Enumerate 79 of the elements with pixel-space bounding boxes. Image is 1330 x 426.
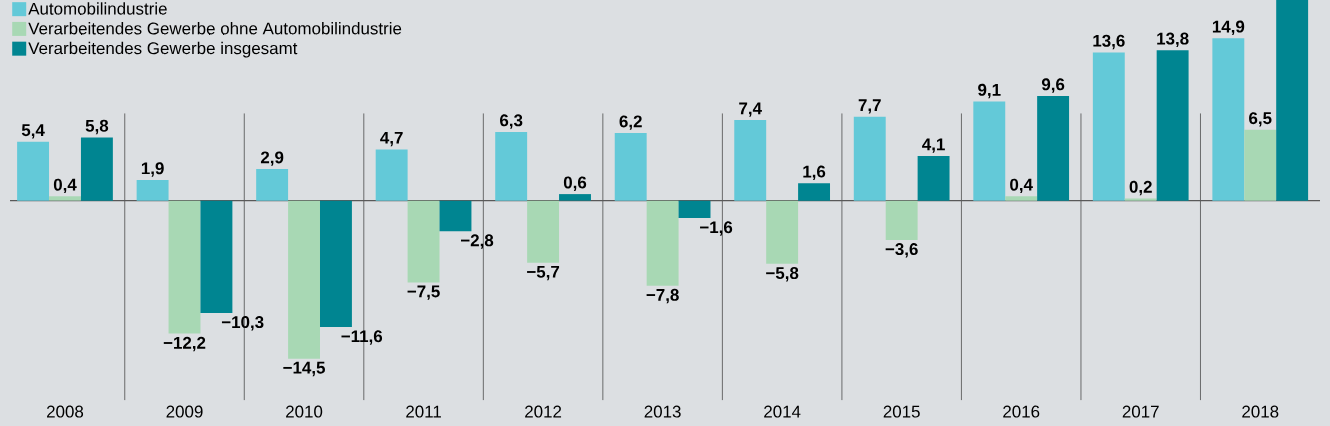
data-label: 5,8 [85, 119, 109, 135]
bar [168, 200, 201, 334]
bar [288, 200, 320, 359]
bar [375, 149, 408, 201]
data-label: 4,1 [922, 138, 945, 153]
x-tick-label: 2014 [764, 405, 801, 418]
data-label: 0,4 [53, 178, 77, 194]
legend-label: Automobilindustrie [28, 2, 167, 15]
data-label: 0,2 [1129, 180, 1152, 196]
bar [495, 131, 528, 201]
bar [646, 200, 679, 286]
data-label: 14,9 [1212, 20, 1245, 35]
bar [678, 200, 711, 219]
bar [1124, 198, 1157, 201]
data-label: 7,4 [739, 102, 762, 117]
bar [527, 200, 560, 263]
x-tick-label: 2010 [286, 405, 323, 418]
bar [766, 200, 799, 264]
data-label: −5,7 [527, 265, 560, 281]
bar [1005, 196, 1038, 201]
bar [1037, 95, 1070, 201]
data-label: 0,6 [563, 176, 587, 191]
bar [1276, 0, 1309, 201]
data-label: −11,6 [341, 330, 383, 345]
data-label: −3,6 [885, 243, 918, 258]
x-tick-label: 2015 [883, 405, 920, 418]
bar [136, 179, 169, 201]
bar [734, 119, 767, 201]
legend-label: Verarbeitendes Gewerbe insgesamt [28, 41, 298, 58]
bar [200, 200, 233, 313]
bar [973, 101, 1006, 201]
data-label: 5,4 [21, 124, 45, 139]
data-label: 6,5 [1249, 112, 1272, 127]
data-label: 4,7 [380, 131, 403, 147]
bar [256, 168, 289, 201]
bar [853, 116, 886, 201]
bar [80, 137, 113, 201]
data-label: 13,8 [1157, 32, 1189, 47]
data-label: −1,6 [700, 221, 733, 236]
x-tick-label: 2008 [47, 405, 84, 418]
data-label: −5,8 [766, 267, 799, 282]
data-label: 1,9 [141, 162, 164, 177]
bar [320, 200, 352, 328]
data-label: −14,5 [283, 361, 325, 377]
bar [559, 194, 591, 201]
bar [885, 200, 918, 240]
x-tick-label: 2016 [1003, 405, 1040, 418]
x-tick-label: 2018 [1242, 405, 1279, 418]
legend-label: Verarbeitendes Gewerbe ohne Automobilindustrie [28, 22, 402, 35]
data-label: 7,7 [858, 99, 881, 114]
data-label: −2,8 [461, 234, 494, 249]
data-label: −7,8 [646, 288, 679, 304]
x-tick-label: 2009 [166, 405, 203, 418]
bar [407, 200, 440, 283]
data-label: −10,3 [221, 316, 264, 331]
bar [1092, 52, 1125, 201]
bar [1156, 50, 1189, 201]
bar [614, 133, 647, 201]
data-label: 0,4 [1010, 178, 1033, 194]
bar [1244, 129, 1277, 201]
data-label: 1,6 [803, 165, 826, 180]
data-label: 6,2 [619, 115, 642, 130]
x-tick-label: 2012 [525, 405, 562, 418]
data-label: 6,3 [500, 114, 523, 129]
bar [17, 141, 50, 201]
bar [1212, 38, 1245, 201]
data-label: −7,5 [407, 285, 440, 300]
data-label: 2,9 [260, 151, 284, 166]
x-tick-label: 2013 [644, 405, 681, 418]
x-tick-label: 2011 [406, 405, 441, 418]
bar [798, 183, 831, 201]
x-tick-label: 2017 [1122, 405, 1159, 418]
data-label: −12,2 [163, 336, 206, 352]
bar [49, 196, 81, 201]
data-label: 9,1 [978, 83, 1001, 99]
bar [917, 155, 950, 201]
bar [439, 200, 472, 232]
data-label: 9,6 [1041, 78, 1065, 93]
data-label: 13,6 [1093, 34, 1125, 50]
